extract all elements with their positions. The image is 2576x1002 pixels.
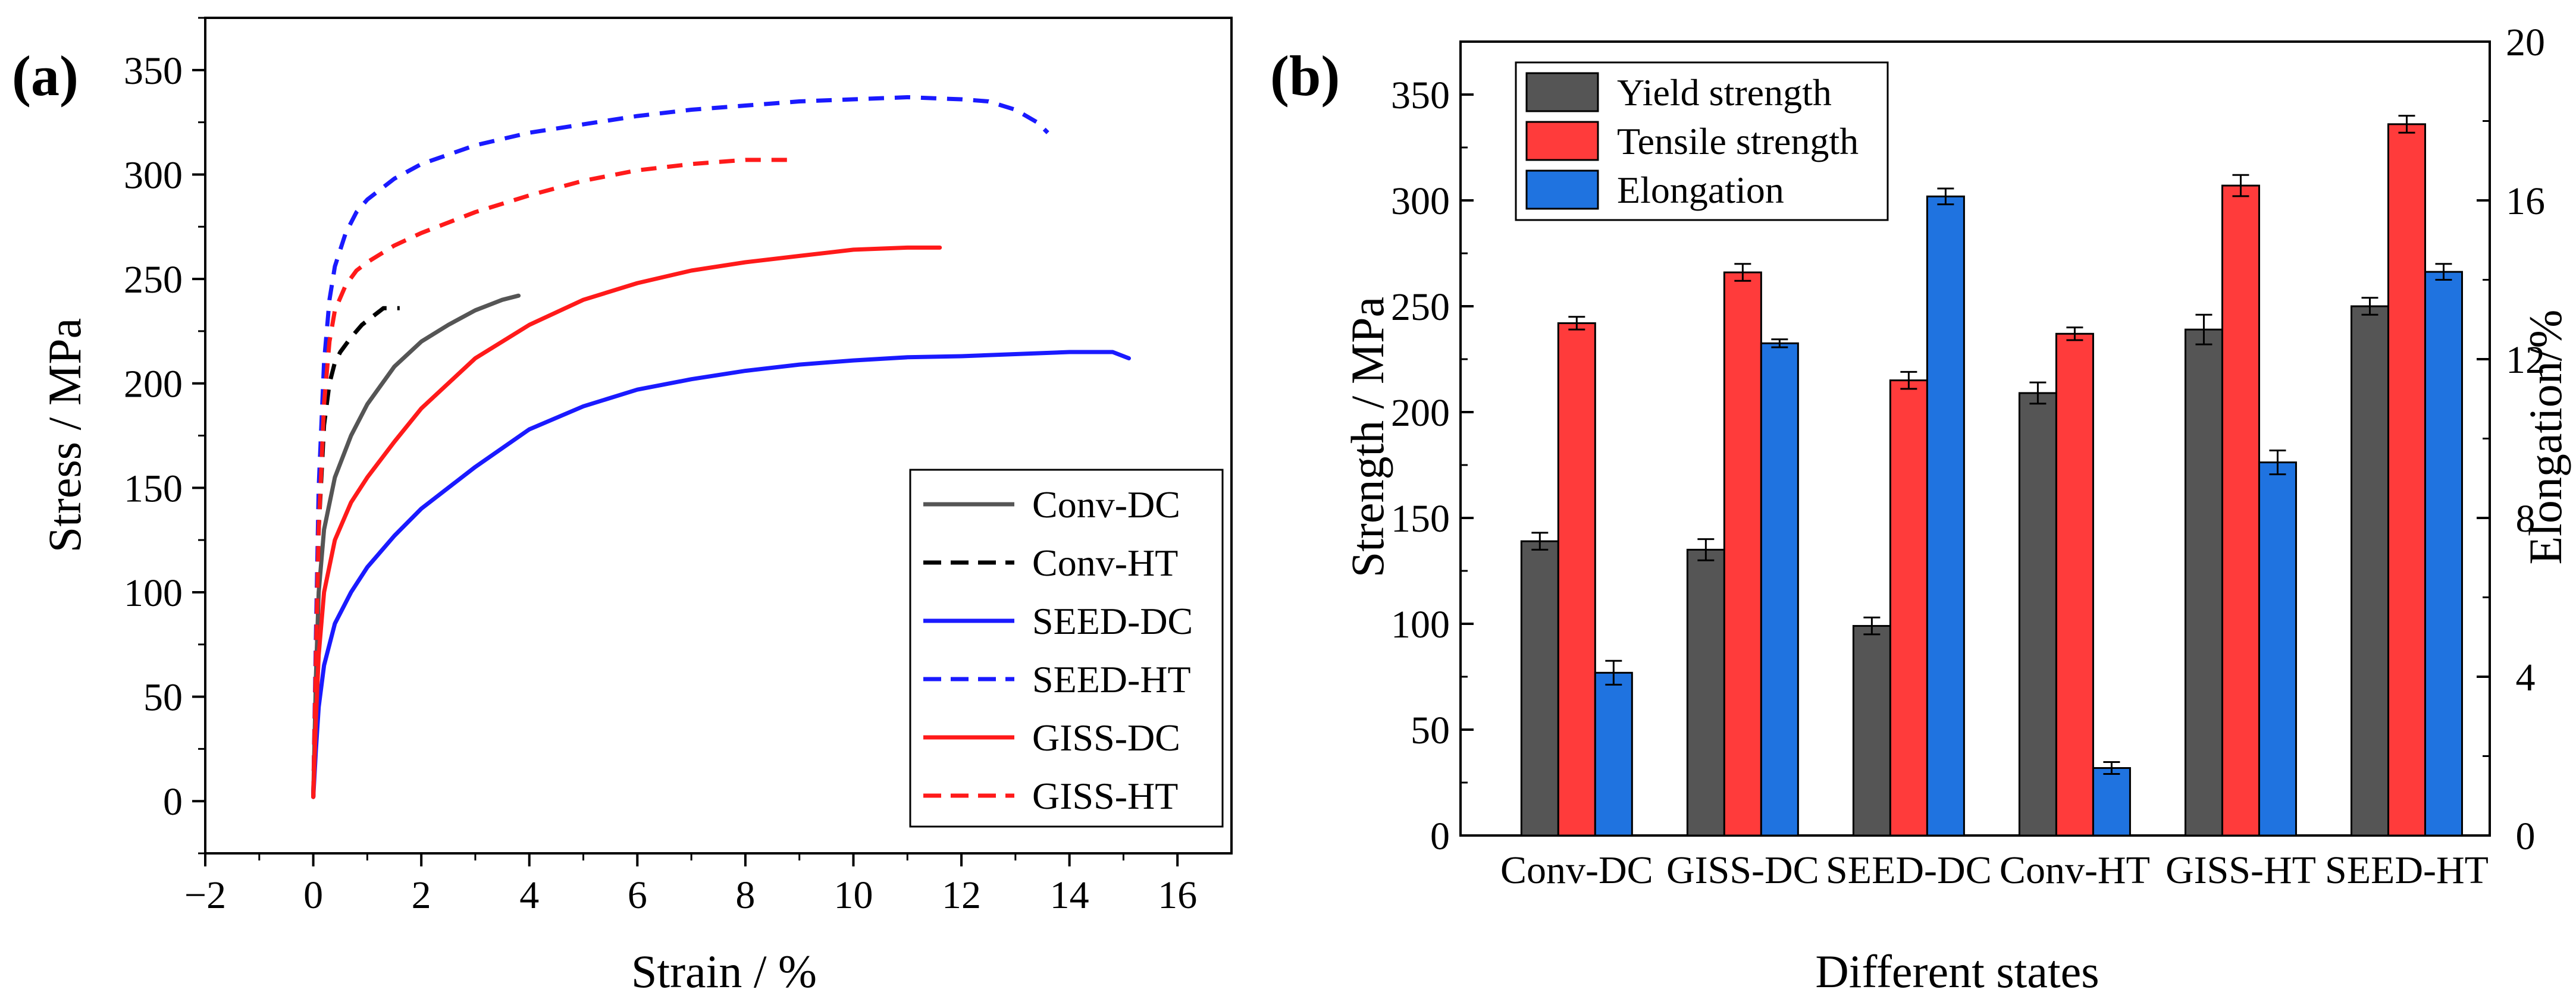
left-y-tick-label-200: 200 (1391, 391, 1450, 435)
bar-tensile-strength-giss-ht (2221, 184, 2260, 837)
right-y-tick-label-12: 12 (2506, 338, 2545, 382)
legend-label-tensile-strength: Tensile strength (1617, 120, 1859, 162)
panel-b-right-y-axis-title: Elongation/% (2519, 310, 2571, 565)
right-y-tick-label-16: 16 (2506, 180, 2545, 223)
bar-elongation-giss-dc (1760, 342, 1799, 837)
bar-tensile-strength-conv-ht (2055, 332, 2094, 837)
legend-label-elongation: Elongation (1617, 169, 1784, 211)
bar-yield-strength-giss-ht (2184, 328, 2223, 837)
x-tick-label-0: 0 (303, 874, 323, 917)
panel-b: (b) 0 50 100 150 200 250 300 350 0 4 8 12 16 20 Conv-D… (1270, 21, 2571, 997)
x-tick-label-12: 12 (942, 874, 981, 917)
left-y-tick-label-250: 250 (1391, 285, 1450, 329)
series-line-seed-dc (311, 350, 1131, 799)
panel-a-content: −2 0 2 4 6 8 10 12 14 16 0 50 100 150 200 250 300 350 Conv… (124, 17, 1224, 917)
bar-yield-strength-seed-dc (1852, 625, 1891, 837)
x-tick-label-6: 6 (628, 874, 647, 917)
y-tick-label-250: 250 (124, 258, 183, 301)
legend-swatch-elongation (1525, 169, 1599, 210)
x-tick-label-10: 10 (833, 874, 873, 917)
bar-elongation-giss-ht (2258, 461, 2297, 837)
bar-tensile-strength-giss-dc (1723, 271, 1762, 837)
panel-b-x-axis-title: Different states (1815, 946, 2099, 997)
right-y-tick-label-20: 20 (2506, 21, 2545, 64)
y-tick-label-50: 50 (143, 676, 183, 720)
x-tick-label-conv-ht: Conv-HT (2000, 849, 2150, 892)
x-tick-label-8: 8 (735, 874, 755, 917)
legend-label-conv-ht: Conv-HT (1032, 542, 1178, 584)
series-line-conv-dc (311, 293, 521, 799)
panel-b-label: (b) (1270, 44, 1340, 108)
y-tick-label-0: 0 (163, 780, 183, 824)
panel-b-left-y-axis-title: Strength / MPa (1342, 297, 1393, 577)
right-y-tick-label-4: 4 (2516, 656, 2536, 699)
panel-a-y-axis-title: Stress / MPa (39, 318, 90, 552)
bar-yield-strength-giss-dc (1686, 548, 1725, 837)
y-tick-label-100: 100 (124, 571, 183, 615)
bar-elongation-conv-dc (1594, 671, 1633, 837)
bar-elongation-seed-dc (1926, 195, 1965, 837)
legend-label-conv-dc: Conv-DC (1032, 483, 1180, 526)
legend-swatch-tensile-strength (1525, 121, 1599, 161)
y-tick-label-150: 150 (124, 467, 183, 510)
panel-a-x-axis-title: Strain / % (631, 946, 817, 997)
series-line-giss-dc (311, 245, 942, 799)
x-tick-label-giss-ht: GISS-HT (2166, 849, 2316, 892)
panel-a: (a) −2 0 2 4 6 8 10 12 14 16 0 50 100 150 200 250 300 350… (12, 17, 1233, 997)
x-tick-label-2: 2 (412, 874, 431, 917)
left-y-tick-label-150: 150 (1391, 497, 1450, 541)
y-tick-label-300: 300 (124, 153, 183, 197)
right-y-tick-label-0: 0 (2516, 815, 2536, 858)
bar-tensile-strength-conv-dc (1557, 322, 1596, 837)
legend-swatch-yield-strength (1525, 72, 1599, 112)
series-line-conv-ht (311, 306, 400, 797)
legend-label-giss-ht: GISS-HT (1032, 775, 1178, 817)
right-y-tick-label-8: 8 (2516, 497, 2536, 541)
bar-yield-strength-seed-ht (2350, 305, 2389, 837)
left-y-tick-label-50: 50 (1411, 709, 1450, 752)
left-y-tick-label-0: 0 (1430, 815, 1450, 858)
bar-elongation-conv-ht (2092, 767, 2131, 837)
panel-a-label: (a) (12, 44, 79, 108)
y-tick-label-200: 200 (124, 363, 183, 406)
x-tick-label-14: 14 (1050, 874, 1089, 917)
y-tick-label-350: 350 (124, 49, 183, 93)
series-line-giss-ht (311, 158, 789, 797)
panel-b-content: 0 50 100 150 200 250 300 350 0 4 8 12 16 20 Conv-DC GIS… (1391, 21, 2545, 892)
x-tick-label-giss-dc: GISS-DC (1666, 849, 1819, 892)
x-tick-label-2: −2 (184, 874, 226, 917)
legend-label-seed-dc: SEED-DC (1032, 600, 1193, 642)
legend-label-giss-dc: GISS-DC (1032, 717, 1180, 759)
bar-tensile-strength-seed-ht (2387, 123, 2426, 837)
x-tick-label-seed-ht: SEED-HT (2325, 849, 2489, 892)
x-tick-label-4: 4 (519, 874, 539, 917)
left-y-tick-label-300: 300 (1391, 180, 1450, 223)
x-tick-label-conv-dc: Conv-DC (1500, 849, 1653, 892)
x-tick-label-seed-dc: SEED-DC (1826, 849, 1992, 892)
series-line-seed-ht (311, 95, 1049, 797)
bar-yield-strength-conv-dc (1520, 540, 1559, 837)
legend-label-seed-ht: SEED-HT (1032, 658, 1191, 701)
bar-elongation-seed-ht (2424, 271, 2463, 837)
legend-box (909, 469, 1224, 828)
x-tick-label-16: 16 (1158, 874, 1197, 917)
left-y-tick-label-350: 350 (1391, 74, 1450, 117)
bar-tensile-strength-seed-dc (1889, 379, 1928, 837)
bar-yield-strength-conv-ht (2018, 392, 2057, 837)
left-y-tick-label-100: 100 (1391, 603, 1450, 646)
legend-label-yield-strength: Yield strength (1617, 71, 1832, 114)
